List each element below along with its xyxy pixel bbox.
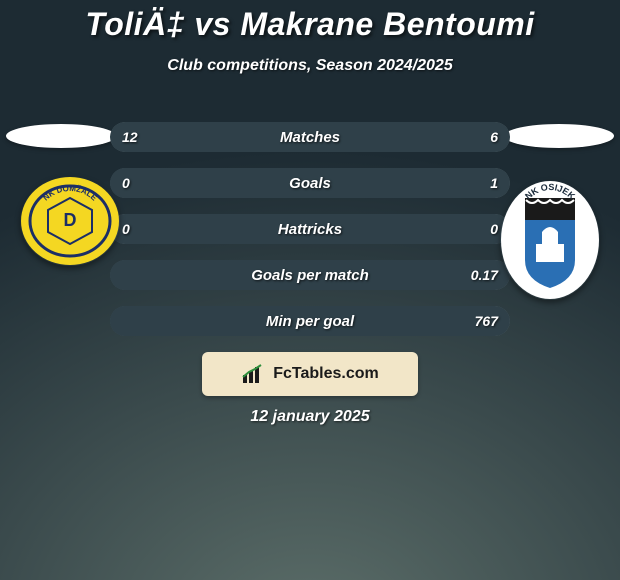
stat-label: Min per goal: [110, 306, 510, 336]
club-crest-left: D NK DOMŽALE: [20, 176, 120, 266]
stat-value-right: 1: [490, 168, 498, 198]
brand-text: FcTables.com: [273, 365, 379, 383]
stat-label: Hattricks: [110, 214, 510, 244]
crest-left-svg: D NK DOMŽALE: [20, 176, 120, 266]
stat-row: Goals per match0.17: [110, 260, 510, 290]
stat-row: Hattricks0 0: [110, 214, 510, 244]
content-root: ToliÄ‡ vs Makrane Bentoumi Club competit…: [0, 0, 620, 75]
page-title: ToliÄ‡ vs Makrane Bentoumi: [0, 0, 620, 43]
stats-bars: Matches126Goals01Hattricks00Goals per ma…: [110, 122, 510, 352]
stat-label: Goals: [110, 168, 510, 198]
stat-value-left: 0: [122, 168, 130, 198]
stat-label: Matches: [110, 122, 510, 152]
date-line: 12 january 2025: [0, 408, 620, 426]
club-crest-right: NK OSIJEK: [500, 180, 600, 300]
stat-value-right: 767: [475, 306, 498, 336]
country-flag-right: [504, 124, 614, 148]
brand-card: FcTables.com: [202, 352, 418, 396]
stat-value-right: 0: [490, 214, 498, 244]
stat-value-right: 0.17: [471, 260, 498, 290]
subtitle: Club competitions, Season 2024/2025: [0, 57, 620, 75]
brand-chart-icon: [241, 363, 267, 385]
stat-row: Goals0 1: [110, 168, 510, 198]
stat-label: Goals per match: [110, 260, 510, 290]
stat-value-left: 12: [122, 122, 138, 152]
stat-row: Min per goal767: [110, 306, 510, 336]
stat-value-right: 6: [490, 122, 498, 152]
country-flag-left: [6, 124, 116, 148]
svg-text:D: D: [64, 210, 77, 230]
crest-right-svg: NK OSIJEK: [500, 180, 600, 300]
stat-row: Matches12 6: [110, 122, 510, 152]
stat-value-left: 0: [122, 214, 130, 244]
